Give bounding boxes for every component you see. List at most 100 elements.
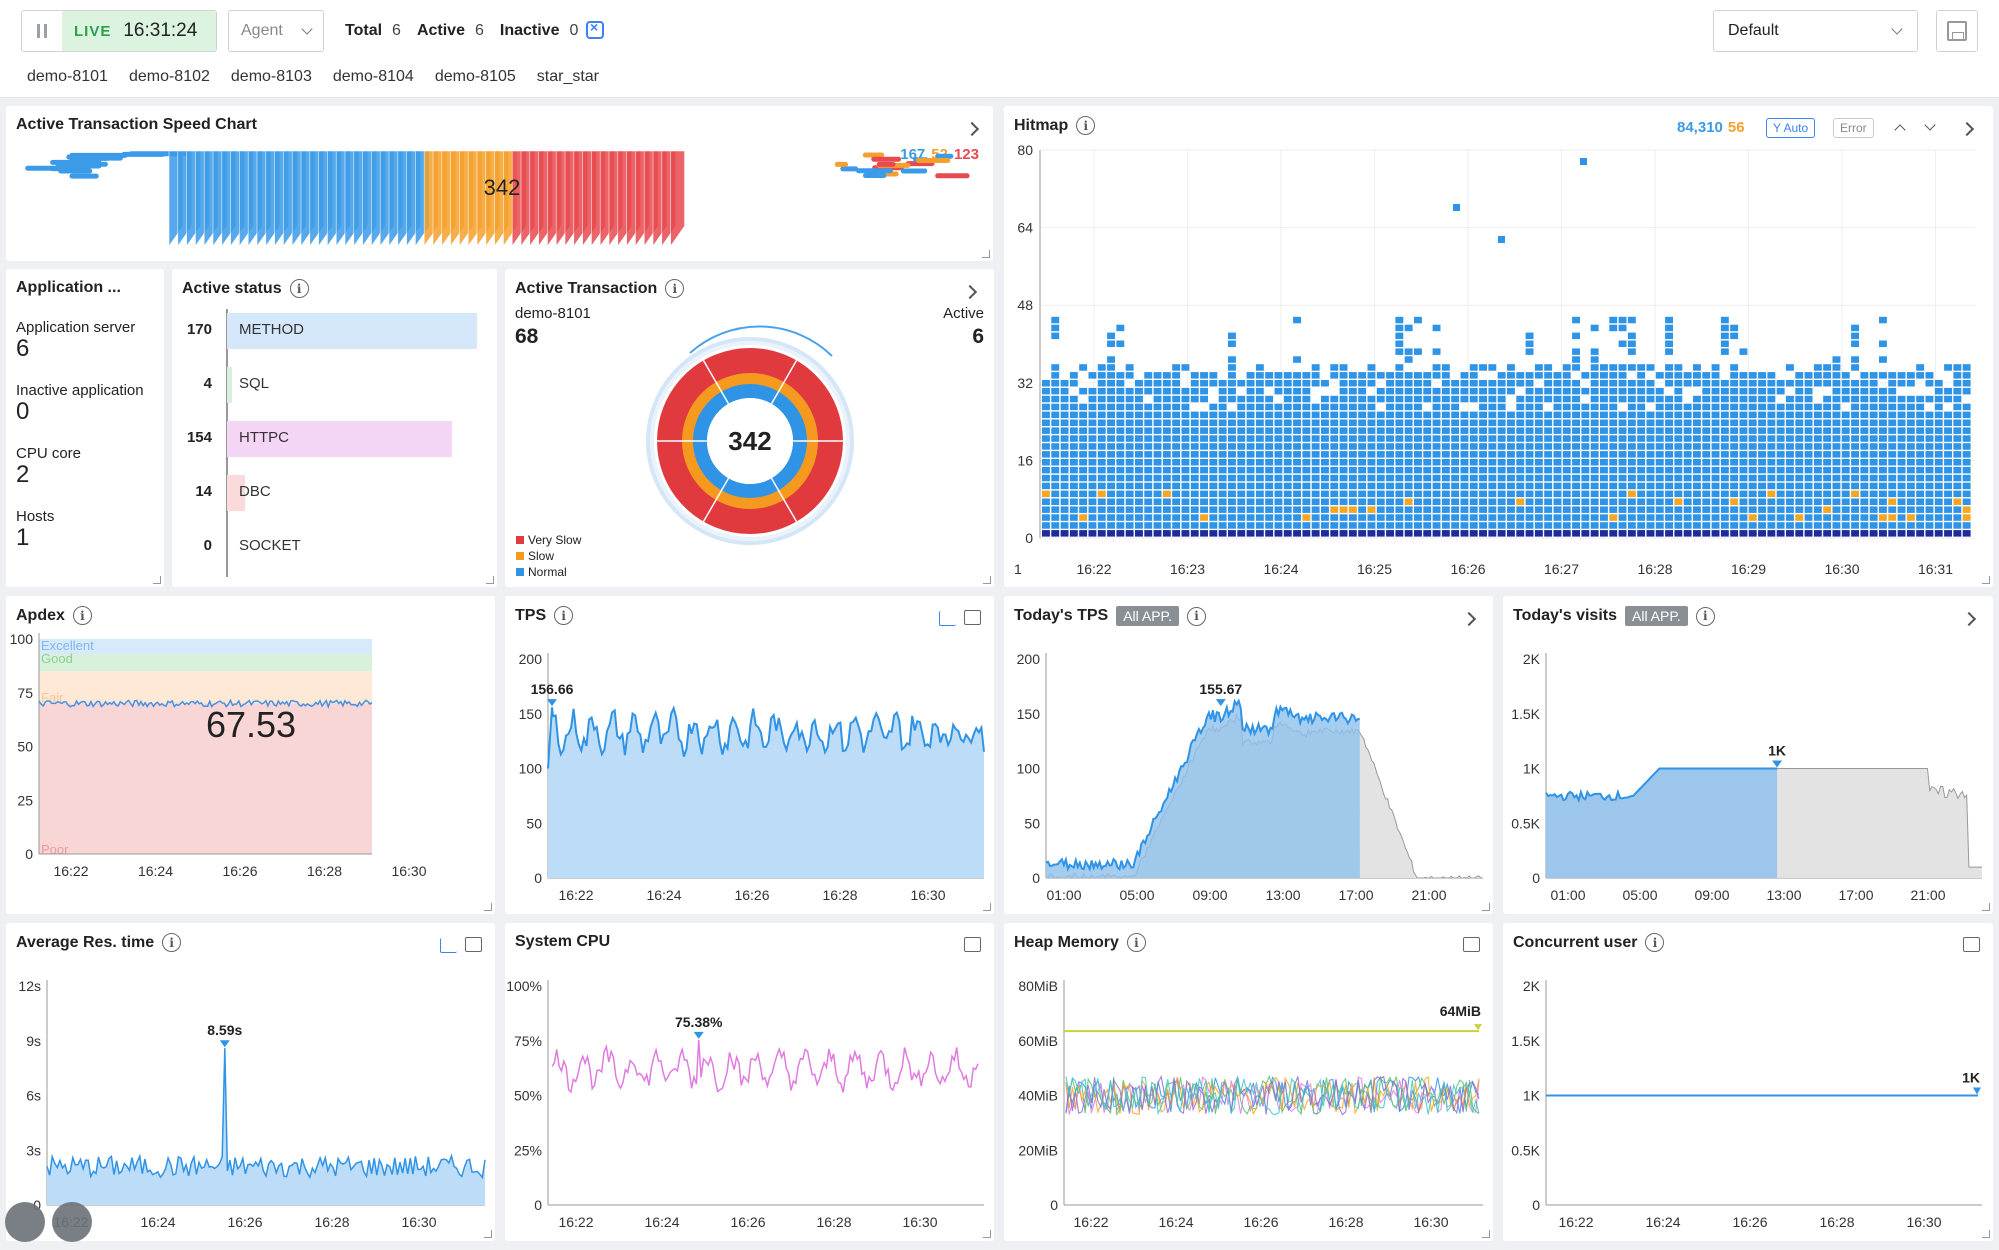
preset-dropdown[interactable]: Default (1713, 10, 1918, 52)
resize-handle[interactable] (484, 903, 492, 911)
hitmap-cell (1888, 411, 1897, 419)
hitmap-cell (1776, 403, 1785, 411)
hitmap-cell (1488, 427, 1497, 434)
info-icon[interactable]: i (665, 279, 685, 298)
y-auto-button[interactable]: Y Auto (1766, 118, 1816, 138)
info-icon[interactable]: i (162, 933, 182, 952)
all-app-badge: All APP. (1625, 606, 1688, 626)
hitmap-cell (1237, 443, 1246, 450)
resize-handle[interactable] (486, 576, 494, 584)
agent-tab[interactable]: demo-8105 (434, 68, 516, 85)
collapse-button[interactable] (5, 1202, 45, 1242)
hitmap-cell (1795, 506, 1804, 513)
agent-tab[interactable]: demo-8101 (27, 68, 108, 85)
error-button[interactable]: Error (1833, 118, 1874, 138)
hitmap-cell (1107, 451, 1115, 458)
info-icon[interactable]: i (72, 606, 92, 625)
hitmap-cell (1414, 498, 1422, 505)
resize-handle[interactable] (983, 903, 991, 911)
hitmap-cell (1339, 514, 1348, 521)
hitmap-cell (1720, 506, 1729, 513)
active-status-row[interactable]: 154 HTTPC (172, 417, 472, 457)
hitmap-cell (1637, 395, 1646, 403)
hitmap-cell (1125, 435, 1134, 442)
active-status-row[interactable]: 14 DBC (172, 471, 472, 511)
resize-handle[interactable] (484, 1230, 492, 1238)
hitmap-cell (1348, 372, 1357, 379)
hitmap-cell (1544, 411, 1553, 419)
info-icon[interactable]: i (1126, 933, 1146, 952)
pause-icon[interactable] (22, 11, 62, 51)
image-icon[interactable] (964, 937, 981, 952)
hitmap-cell (1321, 443, 1329, 450)
hitmap-cell (1953, 522, 1962, 529)
hitmap-cell (1934, 419, 1943, 426)
hitmap-cell (1609, 451, 1618, 458)
hitmap-cell (1060, 522, 1069, 529)
system-cpu-chart[interactable]: 100%75%50%25%016:22 16:24 16:26 16:28 16:307… (505, 923, 994, 1241)
hitmap-cell (1423, 372, 1432, 379)
hitmap-cell (1339, 427, 1348, 434)
resize-handle[interactable] (983, 1230, 991, 1238)
hitmap-cell (1162, 459, 1171, 466)
hitmap-cell (1376, 482, 1385, 490)
hitmap-cell (1730, 443, 1739, 450)
active-transaction-donut[interactable]: 342 (505, 269, 994, 587)
agent-dropdown[interactable]: Agent (228, 10, 324, 52)
active-status-row[interactable]: 0 SOCKET (172, 525, 472, 565)
info-icon[interactable]: i (1076, 116, 1096, 135)
hitmap-cell (1255, 443, 1264, 450)
hitmap-cell (1906, 490, 1915, 498)
hitmap-cell (1590, 482, 1599, 490)
resize-handle[interactable] (153, 576, 161, 584)
info-icon[interactable]: i (1695, 606, 1715, 626)
resize-handle[interactable] (1482, 903, 1490, 911)
resize-handle[interactable] (1982, 576, 1990, 584)
hitmap-cell (1293, 411, 1301, 419)
image-icon[interactable] (465, 937, 482, 952)
layout-button[interactable] (52, 1202, 92, 1242)
hitmap-cell (1674, 380, 1683, 387)
agent-tab[interactable]: star_star (536, 68, 600, 85)
line-chart-icon[interactable] (939, 611, 956, 626)
hitmap-cell (1925, 514, 1934, 521)
hitmap-cell (1200, 435, 1208, 442)
image-icon[interactable] (1963, 937, 1980, 952)
resize-handle[interactable] (1982, 1230, 1990, 1238)
agent-filter-icon[interactable] (586, 19, 604, 39)
info-icon[interactable]: i (1186, 606, 1206, 626)
hitmap-cell (1534, 372, 1543, 379)
active-status-row[interactable]: 170 METHOD (172, 309, 477, 349)
resize-handle[interactable] (983, 576, 991, 584)
agent-tab[interactable]: demo-8103 (230, 68, 312, 85)
info-icon[interactable]: i (1645, 933, 1665, 952)
hitmap-cell (1795, 522, 1804, 529)
hitmap-cell (1906, 482, 1915, 490)
info-icon[interactable]: i (554, 606, 574, 625)
hitmap-cell (1702, 530, 1711, 537)
live-control[interactable]: LIVE 16:31:24 (21, 10, 217, 52)
save-button[interactable] (1936, 10, 1978, 52)
hitmap-cell (1358, 403, 1367, 411)
resize-handle[interactable] (1982, 903, 1990, 911)
hitmap-cell (1879, 522, 1887, 529)
active-status-row[interactable]: 4 SQL (172, 363, 472, 403)
agent-tab[interactable]: demo-8104 (332, 68, 414, 85)
info-icon[interactable]: i (289, 279, 309, 298)
image-icon[interactable] (964, 610, 981, 625)
agent-tab[interactable]: demo-8102 (128, 68, 210, 85)
image-icon[interactable] (1463, 937, 1480, 952)
resize-handle[interactable] (982, 250, 990, 258)
line-chart-icon[interactable] (440, 938, 457, 953)
hitmap-cell (1209, 498, 1218, 505)
hitmap-cell (1088, 514, 1097, 521)
resize-handle[interactable] (1482, 1230, 1490, 1238)
